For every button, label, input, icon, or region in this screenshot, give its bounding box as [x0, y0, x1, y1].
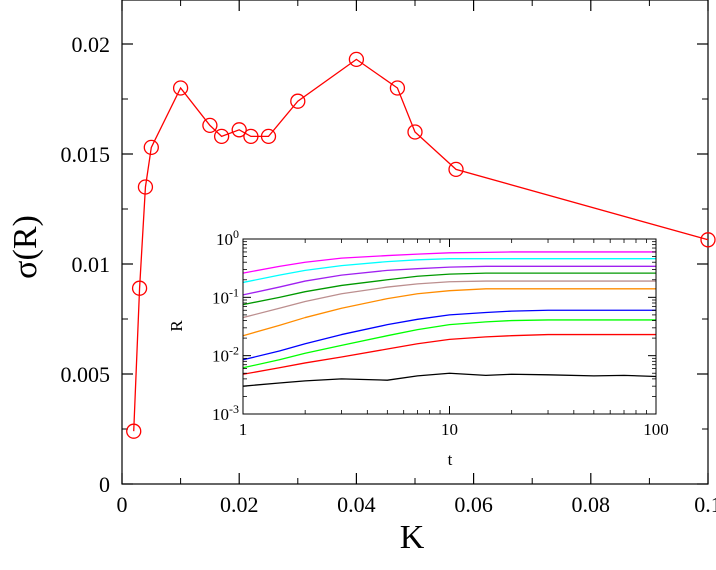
main-data-point — [202, 117, 218, 134]
main-y-tick-label: 0 — [99, 472, 110, 497]
inset-background — [243, 239, 656, 414]
inset-plot: 1 10 100 10-3 10-2 10-1 100 t R — [167, 227, 669, 469]
inset-series — [242, 251, 657, 387]
inset-series-line — [242, 265, 656, 296]
main-series — [126, 51, 716, 439]
main-y-tick-label: 0.02 — [72, 32, 111, 57]
main-x-tick-label: 0.02 — [220, 492, 259, 517]
main-data-point — [700, 232, 716, 248]
main-data-point — [260, 128, 277, 145]
inset-series-line — [242, 280, 656, 319]
main-data-point — [243, 128, 259, 145]
main-x-tick-label: 0.08 — [572, 492, 611, 517]
main-plot: 00.020.040.060.080.100.0050.010.0150.02 … — [7, 0, 716, 556]
inset-x-tick-label: 10 — [441, 420, 458, 439]
inset-series-line — [242, 258, 656, 284]
inset-series-line — [242, 272, 656, 306]
main-data-point — [448, 161, 464, 178]
inset-series-line — [242, 288, 656, 337]
inset-series-line — [242, 319, 656, 369]
main-x-tick-label: 0 — [117, 492, 128, 517]
main-tick-labels: 0 0.02 0.04 0.06 0.08 0.1 0 0.005 0.01 0.015 0.02 — [61, 32, 716, 517]
main-x-tick-label: 0.06 — [454, 492, 493, 517]
main-data-point — [290, 93, 306, 109]
main-x-tick-label: 0.04 — [337, 492, 376, 517]
main-x-axis-label: K — [400, 519, 425, 556]
main-y-tick-label: 0.01 — [72, 252, 111, 277]
inset-series-line — [242, 333, 656, 375]
main-data-point — [131, 280, 148, 296]
main-ticks — [121, 0, 709, 485]
main-data-point — [231, 122, 247, 138]
inset-x-axis-label: t — [448, 450, 453, 469]
main-data-point — [407, 124, 423, 140]
inset-x-tick-label: 1 — [239, 420, 248, 439]
main-data-point — [172, 80, 189, 96]
main-data-point — [137, 179, 154, 195]
inset-series-line — [242, 251, 656, 274]
main-data-point — [389, 80, 406, 96]
inset-y-tick-label: 100 — [216, 227, 239, 249]
inset-tick-labels: 1 10 100 10-3 10-2 10-1 100 — [212, 227, 669, 439]
main-y-tick-label: 0.015 — [61, 142, 111, 167]
main-data-point — [143, 139, 159, 156]
inset-series-line — [242, 309, 656, 361]
main-y-axis-label: σ(R) — [7, 215, 44, 279]
main-data-point — [213, 128, 230, 145]
main-y-tick-label: 0.005 — [61, 362, 111, 387]
main-x-tick-label: 0.1 — [694, 492, 716, 517]
inset-y-tick-label: 10-2 — [212, 344, 239, 366]
inset-y-tick-label: 10-1 — [212, 285, 239, 307]
inset-x-tick-label: 100 — [643, 420, 669, 439]
inset-y-axis-label: R — [167, 320, 186, 332]
main-data-point — [126, 423, 142, 439]
inset-series-line — [242, 372, 657, 387]
inset-y-tick-label: 10-3 — [212, 402, 239, 424]
inset-ticks — [242, 238, 657, 415]
main-data-point — [348, 51, 365, 68]
